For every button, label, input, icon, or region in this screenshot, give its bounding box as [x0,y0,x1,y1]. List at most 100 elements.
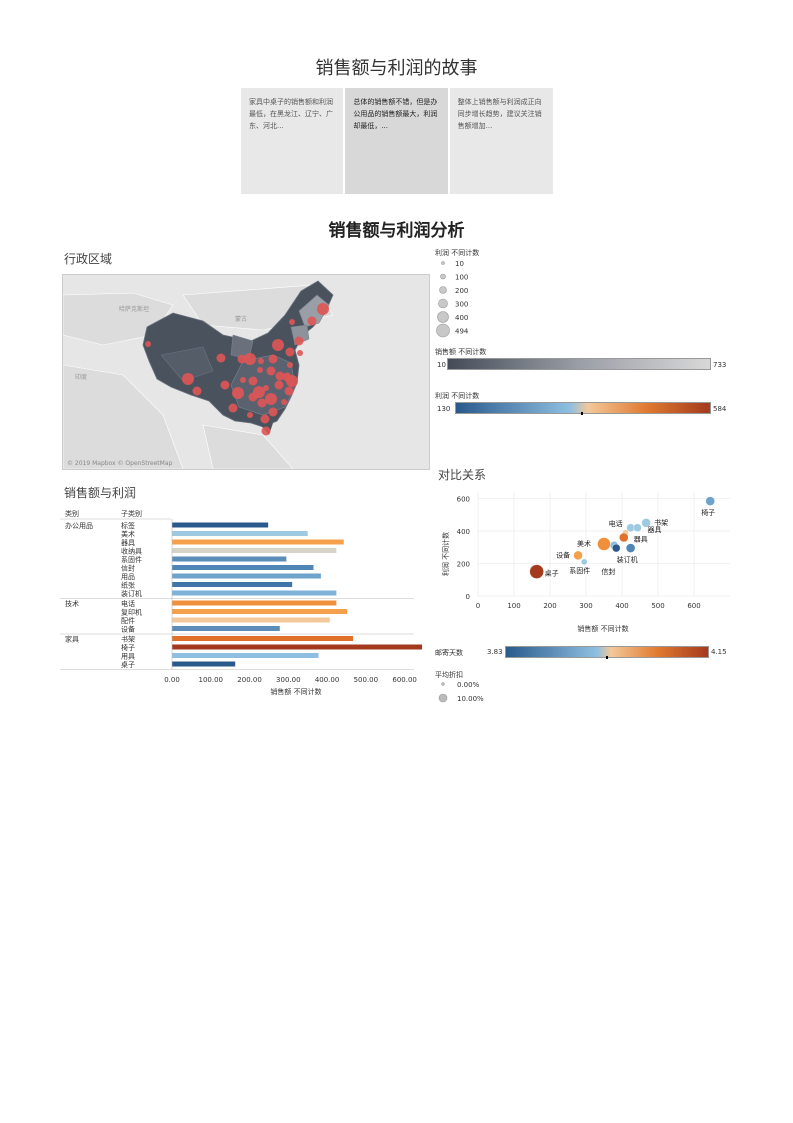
bar-mark[interactable] [172,609,348,614]
profit-color-bar[interactable] [455,402,711,414]
map-point[interactable] [287,362,293,368]
discount-item-1-symbol [438,693,448,703]
china-map: 哈萨克斯坦 蒙古 印度 © 2019 Mapbox © OpenStreetMa… [63,275,429,469]
scatter-x-tick: 400 [615,602,628,610]
map-point[interactable] [232,387,244,399]
map-view[interactable]: 哈萨克斯坦 蒙古 印度 © 2019 Mapbox © OpenStreetMa… [62,274,430,470]
scatter-y-tick: 200 [457,561,470,569]
map-point[interactable] [274,380,284,390]
bar-mark[interactable] [172,539,344,545]
map-point[interactable] [220,380,230,390]
map-point[interactable] [260,414,270,424]
map-point[interactable] [263,385,269,391]
map-point[interactable] [253,386,265,398]
map-point[interactable] [145,341,151,347]
map-point[interactable] [266,366,276,376]
scatter-point[interactable] [565,565,569,569]
map-point[interactable] [268,407,278,417]
scatter-point[interactable] [625,543,636,553]
map-point[interactable] [216,353,226,363]
bar-subcategory-label: 器具 [121,539,135,547]
days-color-marker [606,656,608,659]
bar-mark[interactable] [172,582,293,587]
size-legend-label: 300 [455,301,468,309]
sales-color-bar[interactable] [447,358,711,370]
map-point[interactable] [285,347,295,357]
bar-mark[interactable] [172,531,308,536]
scatter-point[interactable] [607,560,612,564]
map-point[interactable] [289,319,295,325]
map-point[interactable] [258,358,264,364]
map-point[interactable] [261,426,271,436]
map-point[interactable] [307,316,317,326]
size-legend-label: 200 [455,287,468,295]
map-point[interactable] [286,375,298,387]
scatter-point[interactable] [612,543,621,553]
size-legend-symbol [438,298,448,309]
size-legend-label: 100 [455,274,468,282]
bar-mark[interactable] [172,661,236,667]
bar-col-subcategory: 子类别 [121,509,142,518]
scatter-ylabel: 利润 不同计数 [441,532,450,576]
bar-mark[interactable] [172,548,337,553]
map-point[interactable] [257,398,267,408]
map-point[interactable] [317,303,329,315]
bar-mark[interactable] [172,636,354,641]
scatter-point[interactable] [597,537,611,551]
scatter-point[interactable] [633,523,642,532]
map-point[interactable] [272,339,284,351]
bar-mark[interactable] [172,590,337,596]
scatter-x-tick: 200 [543,602,556,610]
map-point[interactable] [237,354,247,364]
map-point[interactable] [265,393,277,405]
size-legend-symbol [437,311,449,323]
map-point[interactable] [248,376,258,386]
map-point[interactable] [192,386,202,396]
map-point[interactable] [240,377,246,383]
dashboard-title: 销售额与利润分析 [328,221,465,241]
scatter-point[interactable] [641,518,651,528]
size-legend[interactable]: 10 100 200 300 400 494 [433,256,513,338]
bar-subcategory-label: 椅子 [121,643,135,652]
map-point[interactable] [297,350,303,356]
map-label-2: 蒙古 [235,315,247,323]
bar-mark[interactable] [172,565,314,570]
bar-mark[interactable] [172,522,269,528]
discount-item-0: 0.00% [457,681,480,689]
bar-mark[interactable] [172,653,319,658]
bar-subcategory-label: 用具 [121,653,135,661]
map-point[interactable] [281,399,287,405]
scatter-point[interactable] [573,550,583,561]
bar-mark[interactable] [172,600,337,606]
bar-mark[interactable] [172,573,321,579]
bar-mark[interactable] [172,556,287,562]
map-point[interactable] [275,371,285,381]
scatter-point[interactable] [705,496,715,506]
bar-subcategory-label: 收纳具 [121,547,142,556]
bar-mark[interactable] [172,644,423,650]
scatter-point-label: 美术 [577,539,591,548]
profit-legend-max: 584 [713,405,727,413]
bar-mark[interactable] [172,617,330,623]
story-point-1[interactable]: 家具中桌子的销售额和利润最低，在黑龙江、辽宁、广东、河北... [241,88,344,194]
bar-x-tick: 200.00 [237,676,261,684]
map-point[interactable] [182,373,194,385]
map-point[interactable] [268,354,278,364]
bar-mark[interactable] [172,626,280,631]
discount-legend[interactable]: 0.00% 10.00% [436,678,516,708]
scatter-point[interactable] [529,564,544,579]
map-point[interactable] [284,386,294,396]
story-point-2[interactable]: 总体的销售额不错，但是办公用品的销售额最大，利润却最低，... [345,88,448,194]
map-point[interactable] [228,403,238,413]
scatter-point-label: 桌子 [545,569,559,578]
days-legend-max: 4.15 [711,648,727,656]
story-point-3[interactable]: 整体上销售额与利润成正向同步增长趋势，建议关注销售额增加... [449,88,553,194]
scatter-point[interactable] [580,558,588,566]
map-point[interactable] [244,353,256,365]
map-point[interactable] [247,412,253,418]
map-point[interactable] [257,367,263,373]
scatter-point[interactable] [619,532,629,543]
map-point[interactable] [294,336,304,346]
